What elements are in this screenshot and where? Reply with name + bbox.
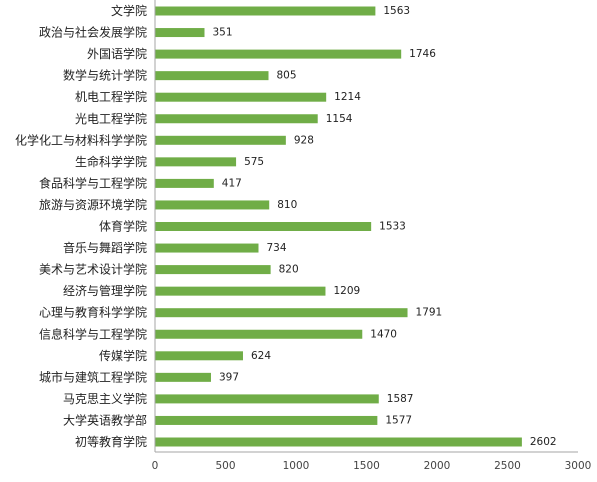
value-label: 2602 bbox=[530, 436, 557, 448]
value-label: 1533 bbox=[379, 221, 406, 233]
category-label: 大学英语教学部 bbox=[63, 412, 147, 427]
value-label: 624 bbox=[251, 350, 271, 362]
category-label: 外国语学院 bbox=[87, 46, 147, 61]
category-label: 心理与教育科学学院 bbox=[39, 305, 147, 320]
bar bbox=[155, 71, 269, 81]
bar bbox=[155, 49, 402, 59]
x-tick-label: 3000 bbox=[565, 460, 592, 472]
category-label: 旅游与资源环境学院 bbox=[39, 197, 147, 212]
x-tick-label: 1500 bbox=[353, 460, 380, 472]
value-label: 575 bbox=[244, 156, 264, 168]
bar bbox=[155, 415, 378, 425]
category-label: 数学与统计学院 bbox=[63, 68, 147, 83]
value-label: 1470 bbox=[370, 328, 397, 340]
value-label: 1577 bbox=[385, 414, 412, 426]
category-label: 机电工程学院 bbox=[75, 89, 147, 104]
category-label: 食品科学与工程学院 bbox=[39, 175, 147, 190]
bar bbox=[155, 394, 379, 404]
bar bbox=[155, 6, 376, 16]
x-tick-label: 500 bbox=[215, 460, 235, 472]
x-tick-label: 2500 bbox=[494, 460, 521, 472]
bar bbox=[155, 178, 214, 188]
category-label: 政治与社会发展学院 bbox=[39, 25, 147, 40]
category-label: 经济与管理学院 bbox=[63, 283, 147, 298]
bar bbox=[155, 157, 237, 167]
bar bbox=[155, 265, 271, 275]
category-label: 文学院 bbox=[111, 3, 147, 18]
bars-group bbox=[155, 6, 522, 447]
value-label: 417 bbox=[222, 177, 242, 189]
category-label: 马克思主义学院 bbox=[63, 391, 147, 406]
category-labels: 文学院政治与社会发展学院外国语学院数学与统计学院机电工程学院光电工程学院化学化工… bbox=[15, 3, 147, 449]
category-label: 生命科学学院 bbox=[75, 154, 147, 169]
bar bbox=[155, 114, 318, 124]
bar bbox=[155, 222, 372, 231]
category-label: 体育学院 bbox=[99, 219, 147, 234]
value-label: 1587 bbox=[387, 393, 414, 405]
value-label: 734 bbox=[266, 242, 286, 254]
category-label: 城市与建筑工程学院 bbox=[39, 369, 147, 384]
category-label: 传媒学院 bbox=[99, 348, 147, 363]
category-label: 初等教育学院 bbox=[75, 434, 147, 449]
x-axis-ticks: 0 500 1000 1500 2000 2500 3000 bbox=[152, 460, 592, 472]
value-label: 1563 bbox=[383, 5, 410, 17]
value-label: 805 bbox=[277, 70, 297, 82]
value-label: 351 bbox=[212, 27, 232, 39]
category-label: 信息科学与工程学院 bbox=[39, 326, 147, 341]
bar bbox=[155, 200, 270, 210]
bar bbox=[155, 437, 522, 447]
bar bbox=[155, 372, 211, 382]
bar bbox=[155, 92, 327, 102]
bar bbox=[155, 286, 326, 296]
value-label: 1154 bbox=[326, 113, 353, 125]
value-label: 820 bbox=[279, 264, 299, 276]
value-label: 928 bbox=[294, 134, 314, 146]
category-label: 美术与艺术设计学院 bbox=[39, 262, 147, 277]
value-label: 1746 bbox=[409, 48, 436, 60]
bar bbox=[155, 329, 363, 339]
category-label: 音乐与舞蹈学院 bbox=[63, 240, 147, 255]
bar bbox=[155, 28, 205, 38]
value-label: 1791 bbox=[416, 307, 443, 319]
x-tick-label: 1000 bbox=[283, 460, 310, 472]
bar bbox=[155, 135, 286, 145]
value-label: 810 bbox=[277, 199, 297, 211]
value-label: 397 bbox=[219, 371, 239, 383]
x-tick-label: 2000 bbox=[424, 460, 451, 472]
value-label: 1214 bbox=[334, 91, 361, 103]
value-label: 1209 bbox=[333, 285, 360, 297]
category-label: 光电工程学院 bbox=[75, 111, 147, 126]
bar bbox=[155, 243, 259, 253]
bar bbox=[155, 308, 408, 318]
category-label: 化学化工与材料科学学院 bbox=[15, 132, 147, 147]
x-tick-label: 0 bbox=[152, 460, 159, 472]
bar bbox=[155, 351, 243, 361]
